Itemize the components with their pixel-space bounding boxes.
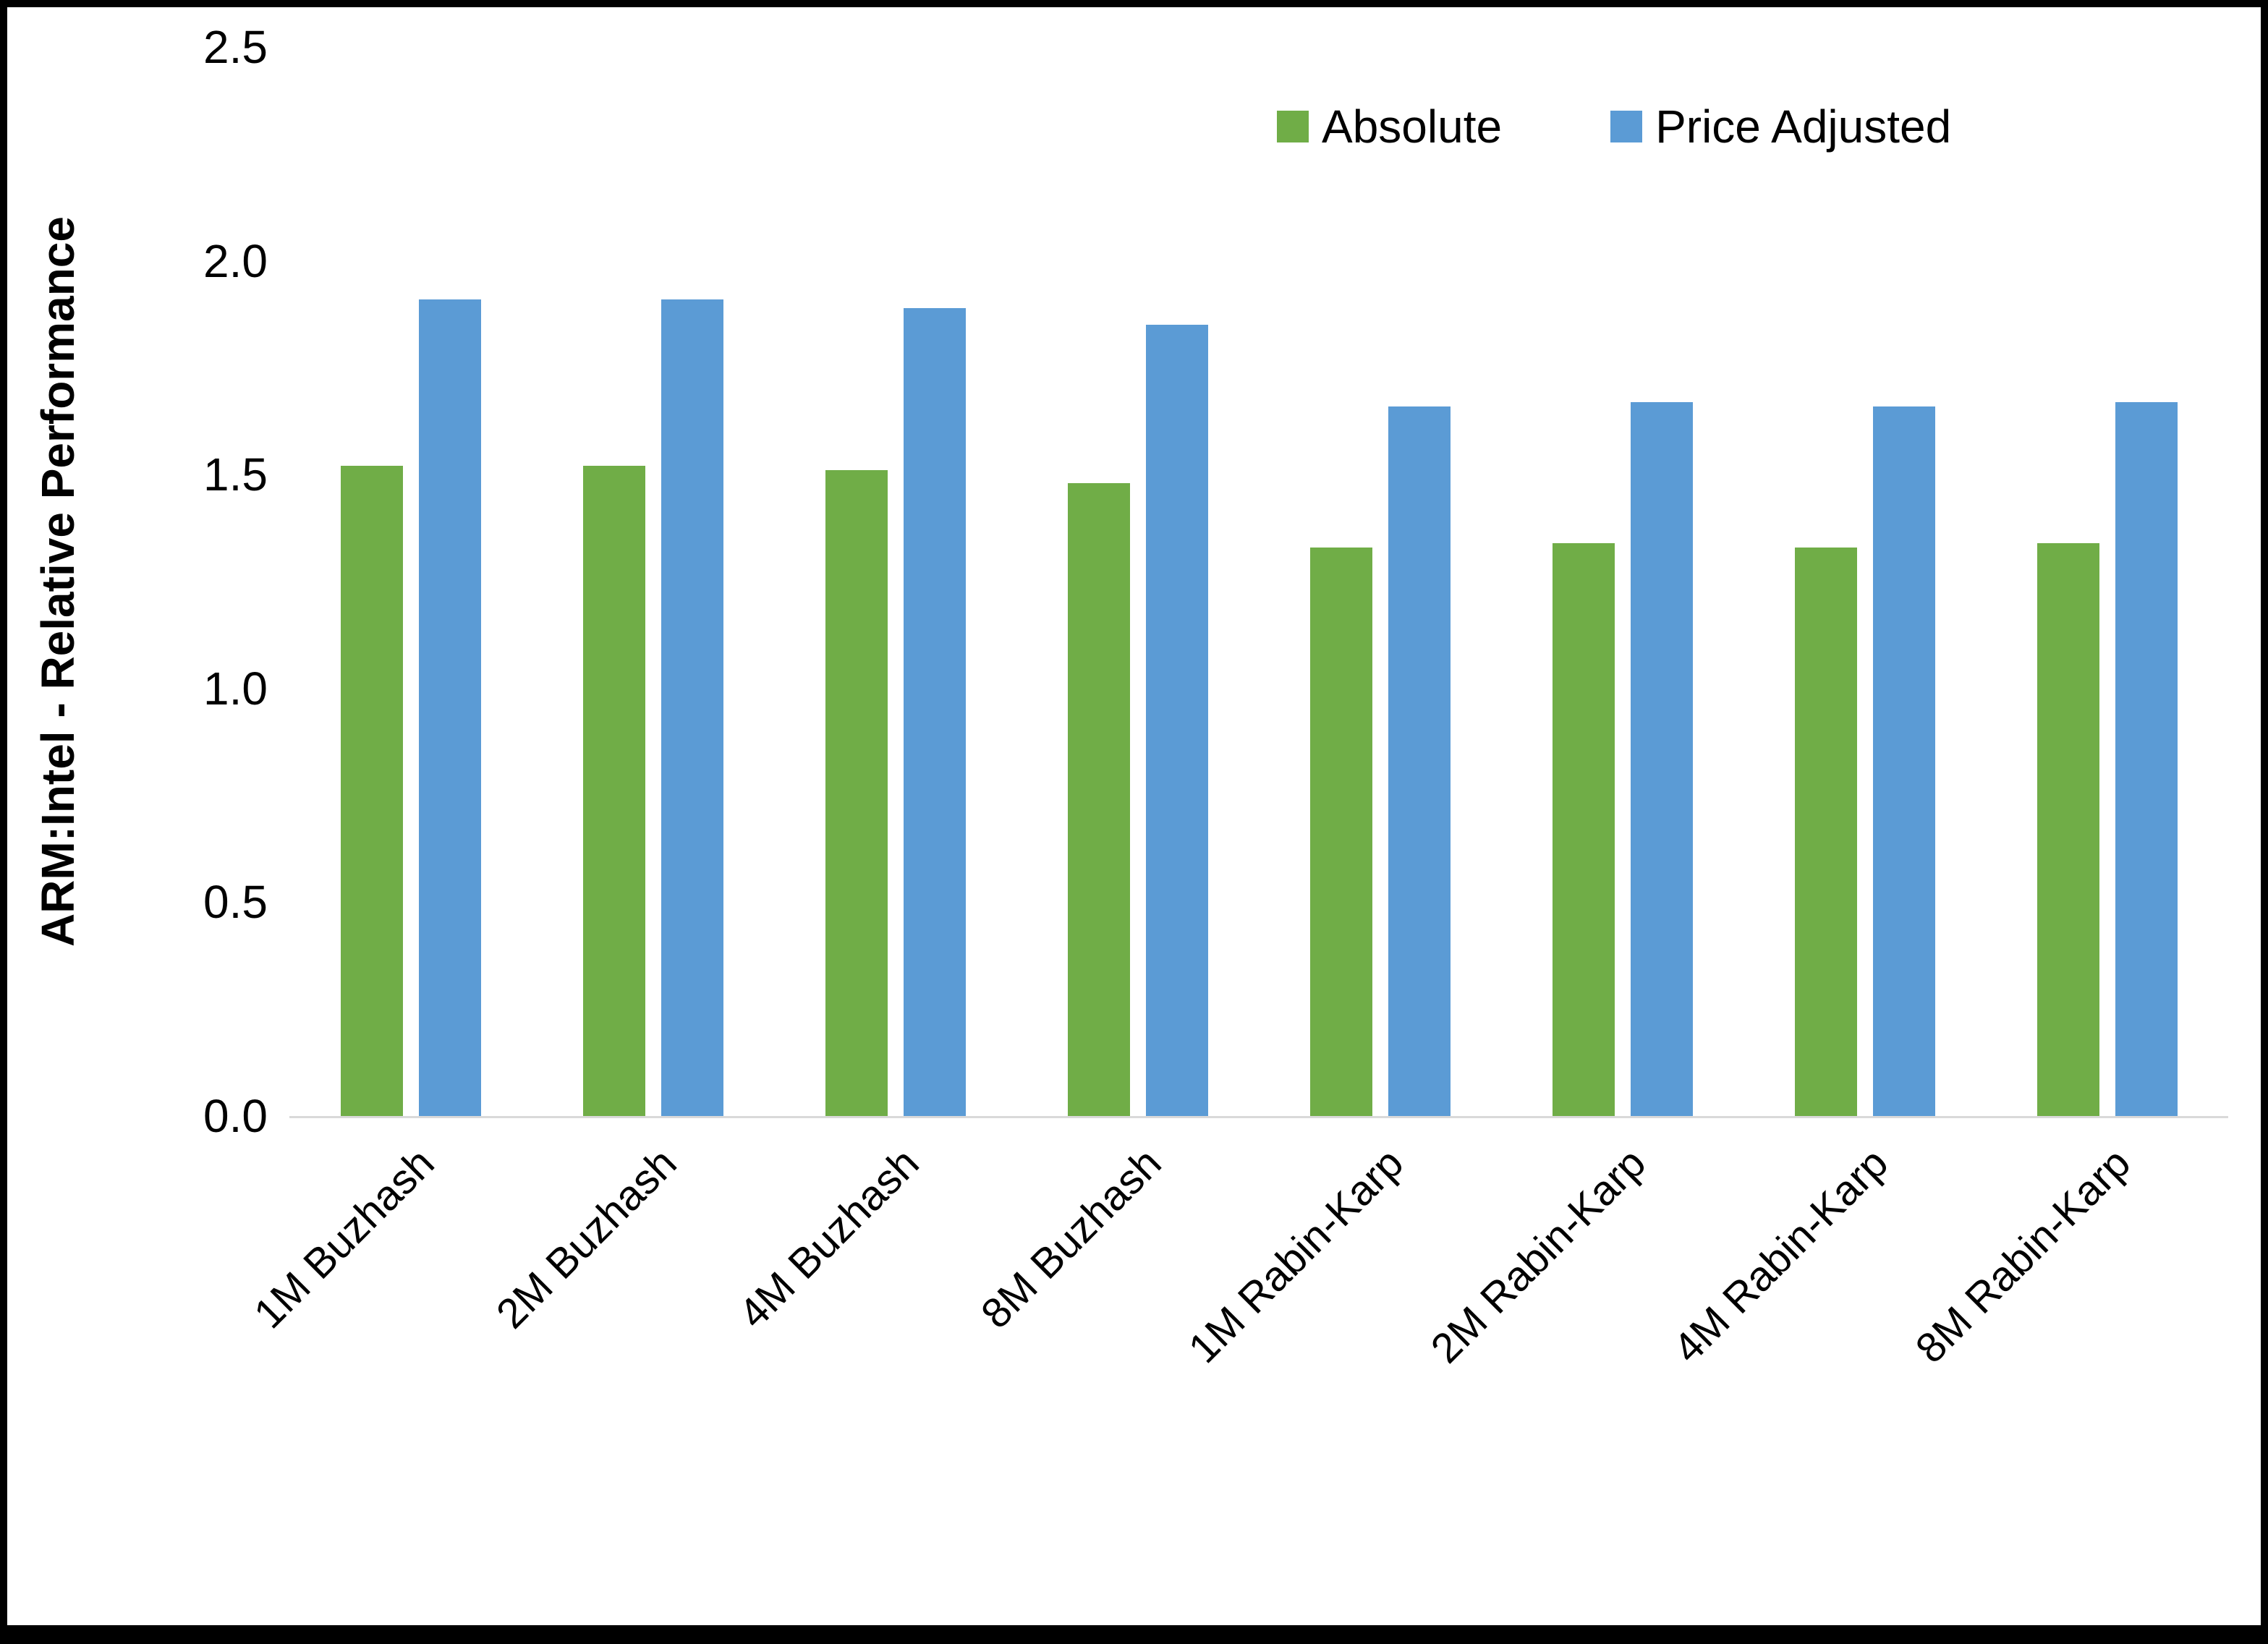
legend-swatch-icon — [1610, 111, 1643, 142]
bar-price-adjusted — [1872, 406, 1935, 1116]
x-axis-label-text: 2M Buzhash — [487, 1139, 686, 1338]
bar-absolute — [1309, 547, 1372, 1116]
bar-absolute — [2036, 542, 2099, 1116]
bar-absolute — [825, 470, 888, 1116]
x-axis-label-text: 1M Buzhash — [245, 1139, 443, 1338]
bar-group — [1309, 47, 1451, 1116]
bar-group — [582, 47, 723, 1116]
bar-price-adjusted — [418, 299, 481, 1116]
y-tick-label: 1.5 — [203, 448, 268, 501]
bar-group — [1067, 47, 1208, 1116]
x-axis-label-text: 8M Rabin-Karp — [1906, 1139, 2140, 1373]
bar-price-adjusted — [1388, 406, 1451, 1116]
x-axis-labels: 1M Buzhash 2M Buzhash 4M Buzhash 8M Buzhash… — [245, 1130, 2228, 1535]
x-axis-label-text: 8M Buzhash — [972, 1139, 1171, 1338]
x-axis-label-text: 4M Buzhash — [729, 1139, 928, 1338]
legend-swatch-icon — [1277, 111, 1309, 142]
bar-absolute — [1067, 483, 1130, 1116]
legend-item-price-adjusted: Price Adjusted — [1610, 101, 1951, 152]
bar-group — [340, 47, 481, 1116]
bar-price-adjusted — [2115, 401, 2178, 1116]
x-axis-label-text: 4M Rabin-Karp — [1664, 1139, 1898, 1373]
legend-label: Absolute — [1322, 101, 1503, 153]
bar-absolute — [582, 466, 645, 1116]
y-axis-title: ARM:Intel - Relative Performance — [22, 47, 94, 1116]
y-tick-label: 2.0 — [203, 234, 268, 287]
y-tick-label: 2.5 — [203, 21, 268, 73]
legend-label: Price Adjusted — [1655, 101, 1952, 153]
bar-absolute — [1794, 547, 1857, 1116]
x-axis-label-text: 2M Rabin-Karp — [1422, 1139, 1655, 1373]
y-tick-label: 0.0 — [203, 1090, 268, 1142]
bar-price-adjusted — [1630, 401, 1693, 1116]
bar-group — [1794, 47, 1935, 1116]
bar-group — [1552, 47, 1693, 1116]
y-tick-label: 1.0 — [203, 662, 268, 715]
bar-group — [825, 47, 966, 1116]
plot-area — [289, 47, 2228, 1118]
x-axis-label-text: 1M Rabin-Karp — [1179, 1139, 1413, 1373]
bar-price-adjusted — [1145, 325, 1208, 1116]
bar-absolute — [1552, 542, 1615, 1116]
bar-price-adjusted — [661, 299, 723, 1116]
bar-absolute — [340, 466, 403, 1116]
legend-item-absolute: Absolute — [1277, 101, 1502, 152]
bar-group — [2036, 47, 2178, 1116]
y-axis-title-text: ARM:Intel - Relative Performance — [32, 216, 84, 947]
y-tick-label: 0.5 — [203, 876, 268, 929]
bar-price-adjusted — [903, 307, 966, 1116]
legend: Absolute Price Adjusted — [1277, 101, 1951, 152]
